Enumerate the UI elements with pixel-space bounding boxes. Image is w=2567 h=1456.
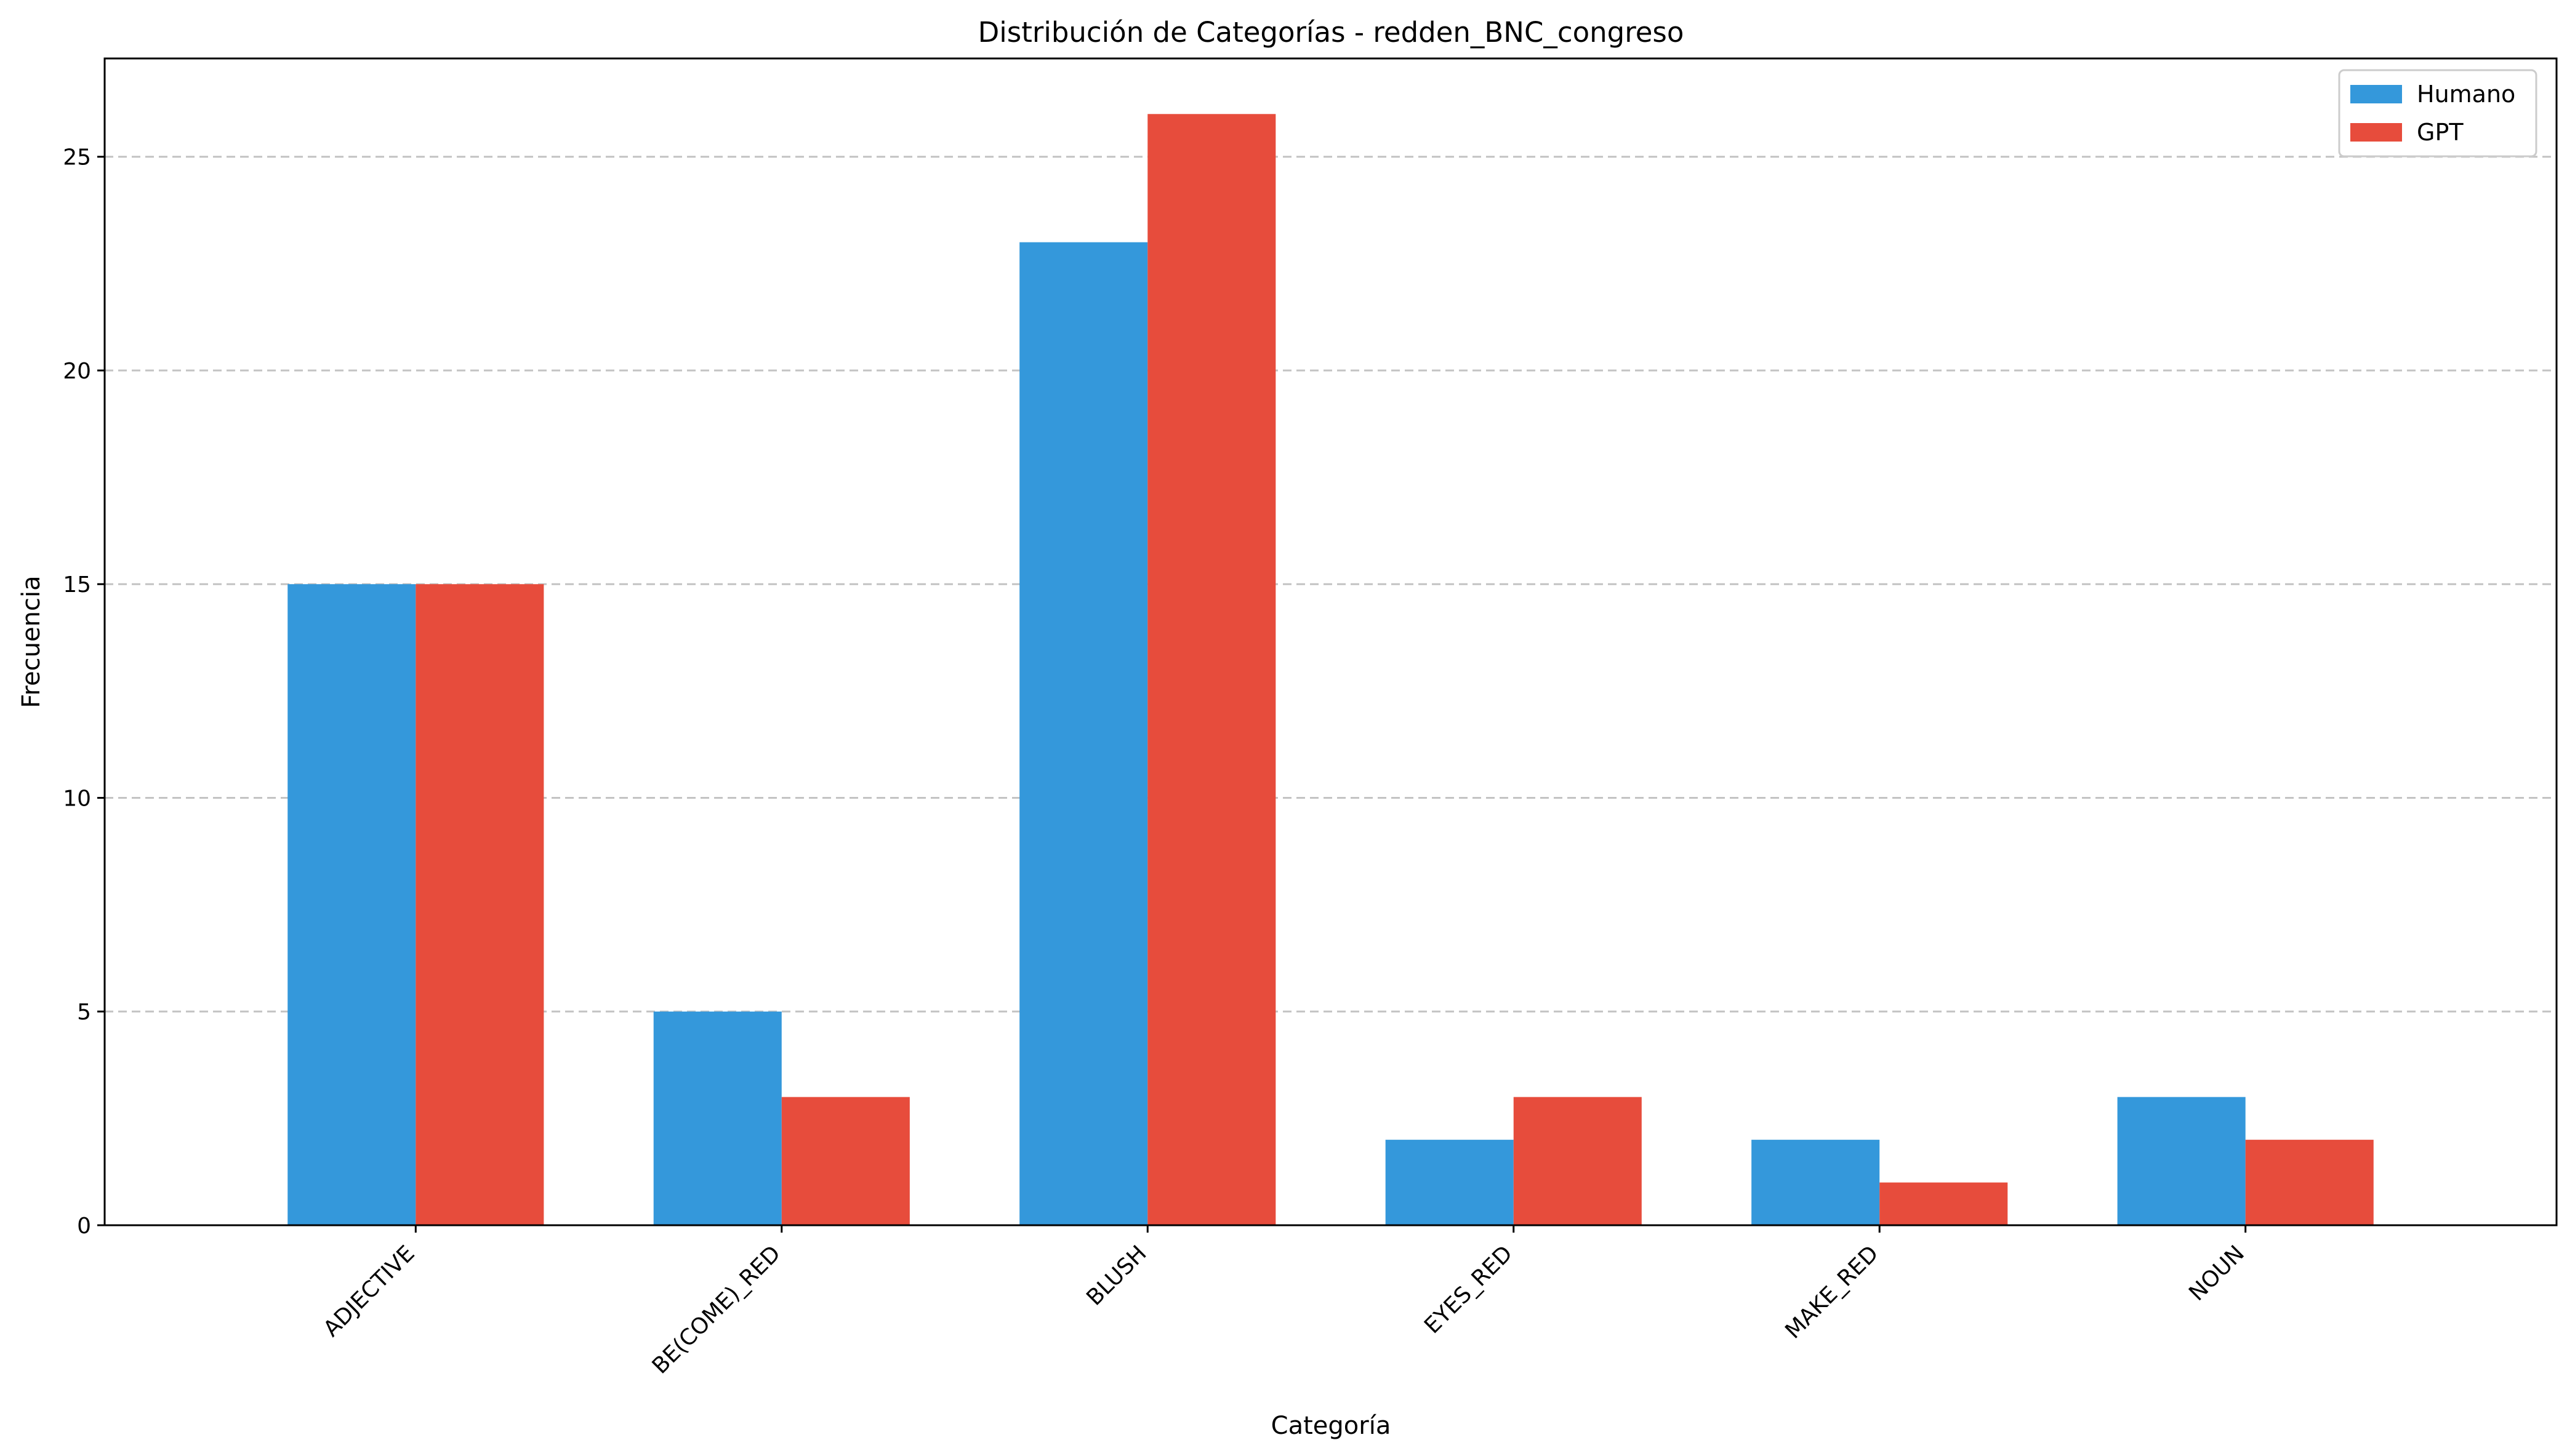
legend-swatch-gpt [2350, 123, 2402, 142]
bar-gpt-be(come)_red [781, 1097, 910, 1225]
x-tick-label: BE(COME)_RED [648, 1241, 785, 1378]
x-tick-label: MAKE_RED [1780, 1241, 1883, 1343]
bar-gpt-blush [1147, 114, 1276, 1225]
legend: Humano GPT [2338, 69, 2537, 158]
bar-gpt-eyes_red [1513, 1097, 1642, 1225]
bar-gpt-noun [2245, 1140, 2374, 1225]
x-axis: ADJECTIVE BE(COME)_RED BLUSH EYES_RED MAKE_R… [319, 1225, 2249, 1379]
y-tick-label: 0 [77, 1214, 91, 1239]
x-tick-label: NOUN [2184, 1241, 2249, 1306]
bar-gpt-make_red [1879, 1182, 2008, 1225]
legend-label-humano: Humano [2417, 81, 2515, 108]
y-axis: 0 5 10 15 20 25 [63, 145, 105, 1239]
y-axis-label: Frecuencia [17, 575, 46, 708]
bar-humano-make_red [1751, 1140, 1880, 1225]
x-tick-label: EYES_RED [1420, 1241, 1517, 1338]
y-tick-label: 5 [77, 1000, 91, 1025]
bar-humano-be(come)_red [653, 1011, 782, 1225]
y-tick-label: 25 [63, 145, 91, 170]
bar-humano-adjective [287, 584, 416, 1226]
bar-humano-blush [1019, 242, 1148, 1226]
y-tick-label: 15 [63, 572, 91, 598]
legend-swatch-humano [2350, 85, 2402, 103]
bar-humano-eyes_red [1385, 1140, 1514, 1225]
chart-title: Distribución de Categorías - redden_BNC_… [978, 16, 1684, 49]
x-tick-label: ADJECTIVE [319, 1241, 420, 1342]
plot-frame [103, 57, 2558, 1226]
bar-humano-noun [2117, 1097, 2246, 1225]
x-tick-label: BLUSH [1082, 1241, 1151, 1310]
y-tick-label: 20 [63, 359, 91, 384]
x-axis-label: Categoría [1271, 1412, 1391, 1440]
legend-label-gpt: GPT [2417, 119, 2464, 146]
y-tick-label: 10 [63, 786, 91, 811]
bars [287, 114, 2374, 1226]
bar-gpt-adjective [416, 584, 544, 1226]
